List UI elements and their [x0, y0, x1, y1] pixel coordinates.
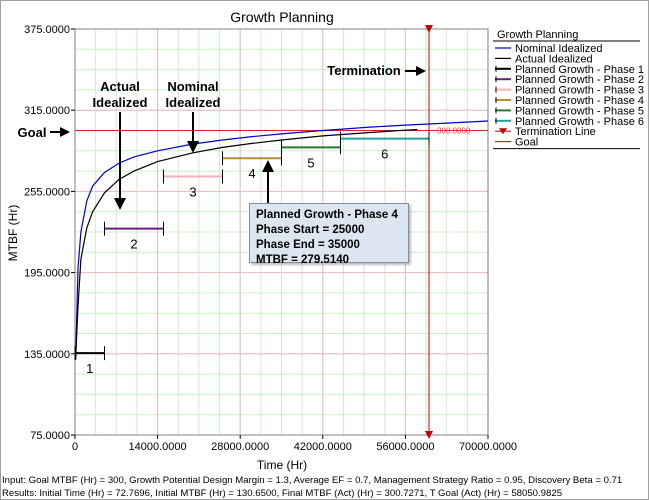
info-phase-name: Planned Growth - Phase 4 [256, 209, 398, 221]
annotation-nominal-line1: Nominal [167, 79, 218, 94]
actual-arrow-head [114, 198, 126, 210]
footer-input-line: Input: Goal MTBF (Hr) = 300, Growth Pote… [2, 475, 623, 486]
x-tick-label: 56000.0000 [376, 441, 434, 453]
y-tick-label: 375.0000 [24, 24, 70, 36]
phase4-arrow-head [262, 160, 274, 172]
legend-entry-label: Planned Growth - Phase 6 [515, 116, 644, 128]
y-tick-label: 315.0000 [24, 105, 70, 117]
x-tick-label: 0 [72, 441, 78, 453]
legend-title: Growth Planning [497, 29, 578, 41]
phase-4-label: 4 [248, 166, 255, 181]
legend-swatch-marker [499, 128, 507, 135]
series-nominal-idealized [75, 120, 489, 360]
legend-entry-label: Termination Line [515, 126, 596, 138]
annotation-termination: Termination [327, 63, 400, 78]
plot-border [74, 28, 489, 436]
annotations: Actual Idealized Nominal Idealized Termi… [18, 63, 426, 210]
phase-info-tooltip: Planned Growth - Phase 4 Phase Start = 2… [249, 203, 409, 266]
y-tick-label: 75.0000 [30, 430, 70, 442]
legend-entry-label: Planned Growth - Phase 2 [515, 74, 644, 86]
termination-arrow-head [416, 66, 426, 76]
phase-6-label: 6 [381, 147, 388, 162]
goal-value-label: 300.0000 [437, 127, 471, 136]
series-actual-idealized [75, 128, 418, 360]
info-phase-start: Phase Start = 25000 [256, 224, 365, 236]
annotation-goal: Goal [18, 125, 47, 140]
y-tick-label: 135.0000 [24, 349, 70, 361]
x-tick-label: 14000.0000 [129, 441, 187, 453]
footer-results-line: Results: Initial Time (Hr) = 72.7696, In… [2, 488, 563, 499]
legend-entry-label: Actual Idealized [515, 53, 593, 65]
x-tick-label: 28000.0000 [211, 441, 269, 453]
legend-entry-label: Planned Growth - Phase 5 [515, 105, 644, 117]
footer: Input: Goal MTBF (Hr) = 300, Growth Pote… [2, 474, 647, 500]
info-phase-end: Phase End = 35000 [256, 239, 360, 251]
legend-entry-label: Planned Growth - Phase 3 [515, 85, 644, 97]
phase-1-label: 1 [86, 361, 93, 376]
chart-title: Growth Planning [230, 9, 334, 25]
y-axis-title: MTBF (Hr) [6, 205, 20, 262]
legend-entry-label: Nominal Idealized [515, 43, 602, 55]
annotation-actual-line1: Actual [100, 79, 140, 94]
termination-marker-top [425, 25, 433, 33]
phase-3-label: 3 [189, 185, 196, 200]
termination-marker-bottom [425, 431, 433, 439]
info-phase-mtbf: MTBF = 279.5140 [256, 254, 350, 266]
x-tick-label: 42000.0000 [294, 441, 352, 453]
goal-arrow-head [60, 127, 70, 137]
phase-2-label: 2 [130, 237, 137, 252]
y-tick-label: 255.0000 [24, 186, 70, 198]
legend-entry-label: Planned Growth - Phase 4 [515, 95, 644, 107]
y-tick-label: 195.0000 [24, 268, 70, 280]
x-tick-label: 70000.0000 [459, 441, 517, 453]
annotation-actual-line2: Idealized [93, 95, 148, 110]
legend-entry-label: Goal [515, 137, 538, 149]
phase-5-label: 5 [307, 155, 314, 170]
annotation-nominal-line2: Idealized [166, 95, 221, 110]
x-axis-title: Time (Hr) [257, 458, 307, 472]
nominal-arrow-head [187, 141, 199, 153]
legend-entry-label: Planned Growth - Phase 1 [515, 64, 644, 76]
